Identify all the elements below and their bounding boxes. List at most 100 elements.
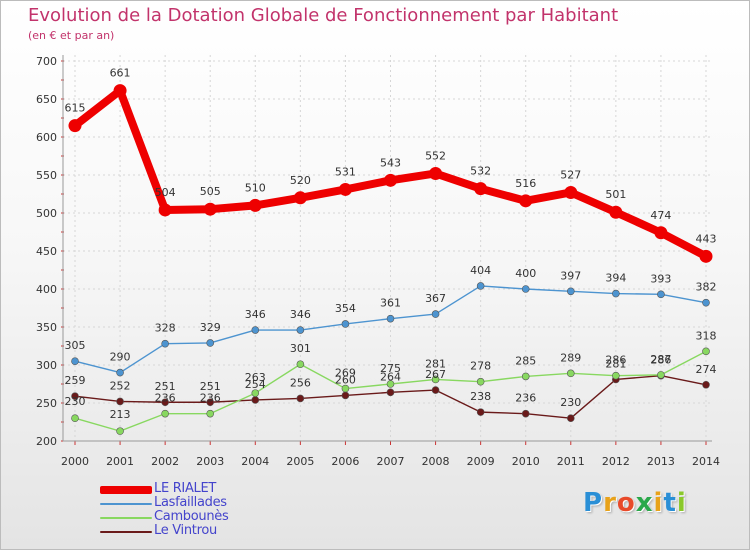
data-label: 281 [425, 357, 446, 370]
series-point-2 [702, 347, 710, 356]
legend-label-lasfaillades: Lasfaillades [154, 495, 227, 510]
y-tick-label: 400 [36, 283, 57, 296]
series-point-3 [521, 409, 530, 418]
data-label: 361 [380, 297, 401, 310]
series-point-0 [203, 202, 217, 216]
legend-label-le-vintrou: Le Vintrou [154, 523, 217, 538]
data-label: 230 [65, 395, 86, 408]
series-point-3 [251, 396, 260, 404]
series-point-1 [476, 282, 485, 290]
legend-label-le-rialet: LE RIALET [154, 481, 217, 496]
legend-swatch-cambounes [100, 517, 152, 519]
data-label: 285 [515, 354, 536, 367]
data-label: 505 [200, 185, 221, 198]
data-label: 520 [290, 174, 311, 187]
data-label: 260 [335, 373, 356, 386]
legend-swatch-le-rialet [100, 486, 152, 494]
series-point-1 [566, 287, 575, 296]
data-label: 264 [380, 370, 401, 383]
series-point-2 [521, 372, 530, 381]
series-point-3 [702, 380, 710, 389]
series-point-2 [657, 371, 665, 379]
series-point-0 [609, 205, 623, 219]
data-label: 301 [290, 342, 311, 355]
y-tick-label: 650 [36, 93, 57, 106]
data-label: 527 [560, 168, 581, 181]
y-tick-label: 450 [36, 245, 57, 258]
y-tick-label: 700 [36, 55, 57, 68]
data-label: 254 [245, 378, 266, 391]
data-label: 274 [696, 363, 717, 376]
series-point-2 [566, 369, 575, 378]
data-label: 346 [245, 308, 266, 321]
data-label: 230 [560, 396, 581, 409]
data-label: 394 [605, 272, 626, 285]
x-tick-label: 2011 [557, 455, 585, 468]
x-tick-label: 2012 [602, 455, 630, 468]
series-point-2 [386, 380, 395, 388]
series-point-3 [431, 386, 440, 394]
series-point-0 [384, 173, 397, 187]
series-point-0 [338, 182, 352, 196]
logo-letter: t [663, 488, 677, 518]
data-label: 532 [470, 165, 491, 178]
data-label: 236 [155, 392, 176, 405]
data-label: 290 [110, 351, 131, 364]
data-label: 328 [155, 322, 176, 335]
x-tick-label: 2000 [61, 455, 89, 468]
data-label: 329 [200, 321, 221, 334]
data-label: 382 [696, 281, 717, 294]
series-point-3 [341, 391, 350, 400]
y-tick-label: 350 [36, 321, 57, 334]
x-tick-label: 2009 [467, 455, 495, 468]
series-point-1 [386, 314, 395, 323]
data-label: 281 [605, 357, 626, 370]
y-tick-label: 200 [36, 435, 57, 448]
series-point-0 [429, 166, 443, 180]
data-label: 305 [65, 339, 86, 352]
series-point-3 [476, 408, 485, 416]
series-point-1 [431, 310, 440, 318]
data-label: 510 [245, 181, 266, 194]
data-label: 287 [650, 353, 671, 366]
legend-label-cambounes: Cambounès [154, 509, 229, 524]
x-tick-label: 2003 [196, 455, 224, 468]
series-point-0 [699, 249, 713, 263]
x-tick-label: 2014 [692, 455, 720, 468]
data-label: 236 [515, 392, 536, 405]
series-point-2 [251, 389, 260, 397]
x-tick-label: 2004 [241, 455, 269, 468]
data-label: 278 [470, 360, 491, 373]
x-tick-label: 2010 [512, 455, 540, 468]
data-label: 256 [290, 376, 311, 389]
logo-letter: r [603, 488, 617, 518]
data-label: 251 [155, 380, 176, 393]
series-point-1 [341, 320, 350, 328]
data-label: 259 [65, 374, 86, 387]
chart-subtitle: (en € et par an) [28, 29, 115, 42]
logo-letter: o [616, 488, 636, 518]
data-label: 501 [605, 188, 626, 201]
proxiti-logo: Proxiti [583, 488, 687, 518]
series-point-2 [341, 384, 350, 393]
data-label: 289 [560, 351, 581, 364]
series-point-1 [116, 368, 124, 377]
data-label: 318 [696, 329, 717, 342]
series-point-1 [251, 326, 260, 334]
data-label: 397 [560, 269, 581, 282]
data-label: 404 [470, 264, 491, 277]
data-label: 516 [515, 177, 536, 190]
data-label: 504 [155, 186, 176, 199]
series-point-0 [564, 185, 578, 199]
legend-swatch-lasfaillades [100, 503, 152, 505]
data-label: 267 [425, 368, 446, 381]
logo-letter: i [676, 488, 687, 518]
x-tick-label: 2002 [151, 455, 179, 468]
series-point-3 [71, 392, 79, 400]
series-point-0 [654, 226, 668, 240]
data-label: 269 [335, 367, 356, 380]
data-label: 661 [110, 67, 131, 80]
y-tick-label: 300 [36, 359, 57, 372]
data-label: 615 [65, 102, 86, 115]
